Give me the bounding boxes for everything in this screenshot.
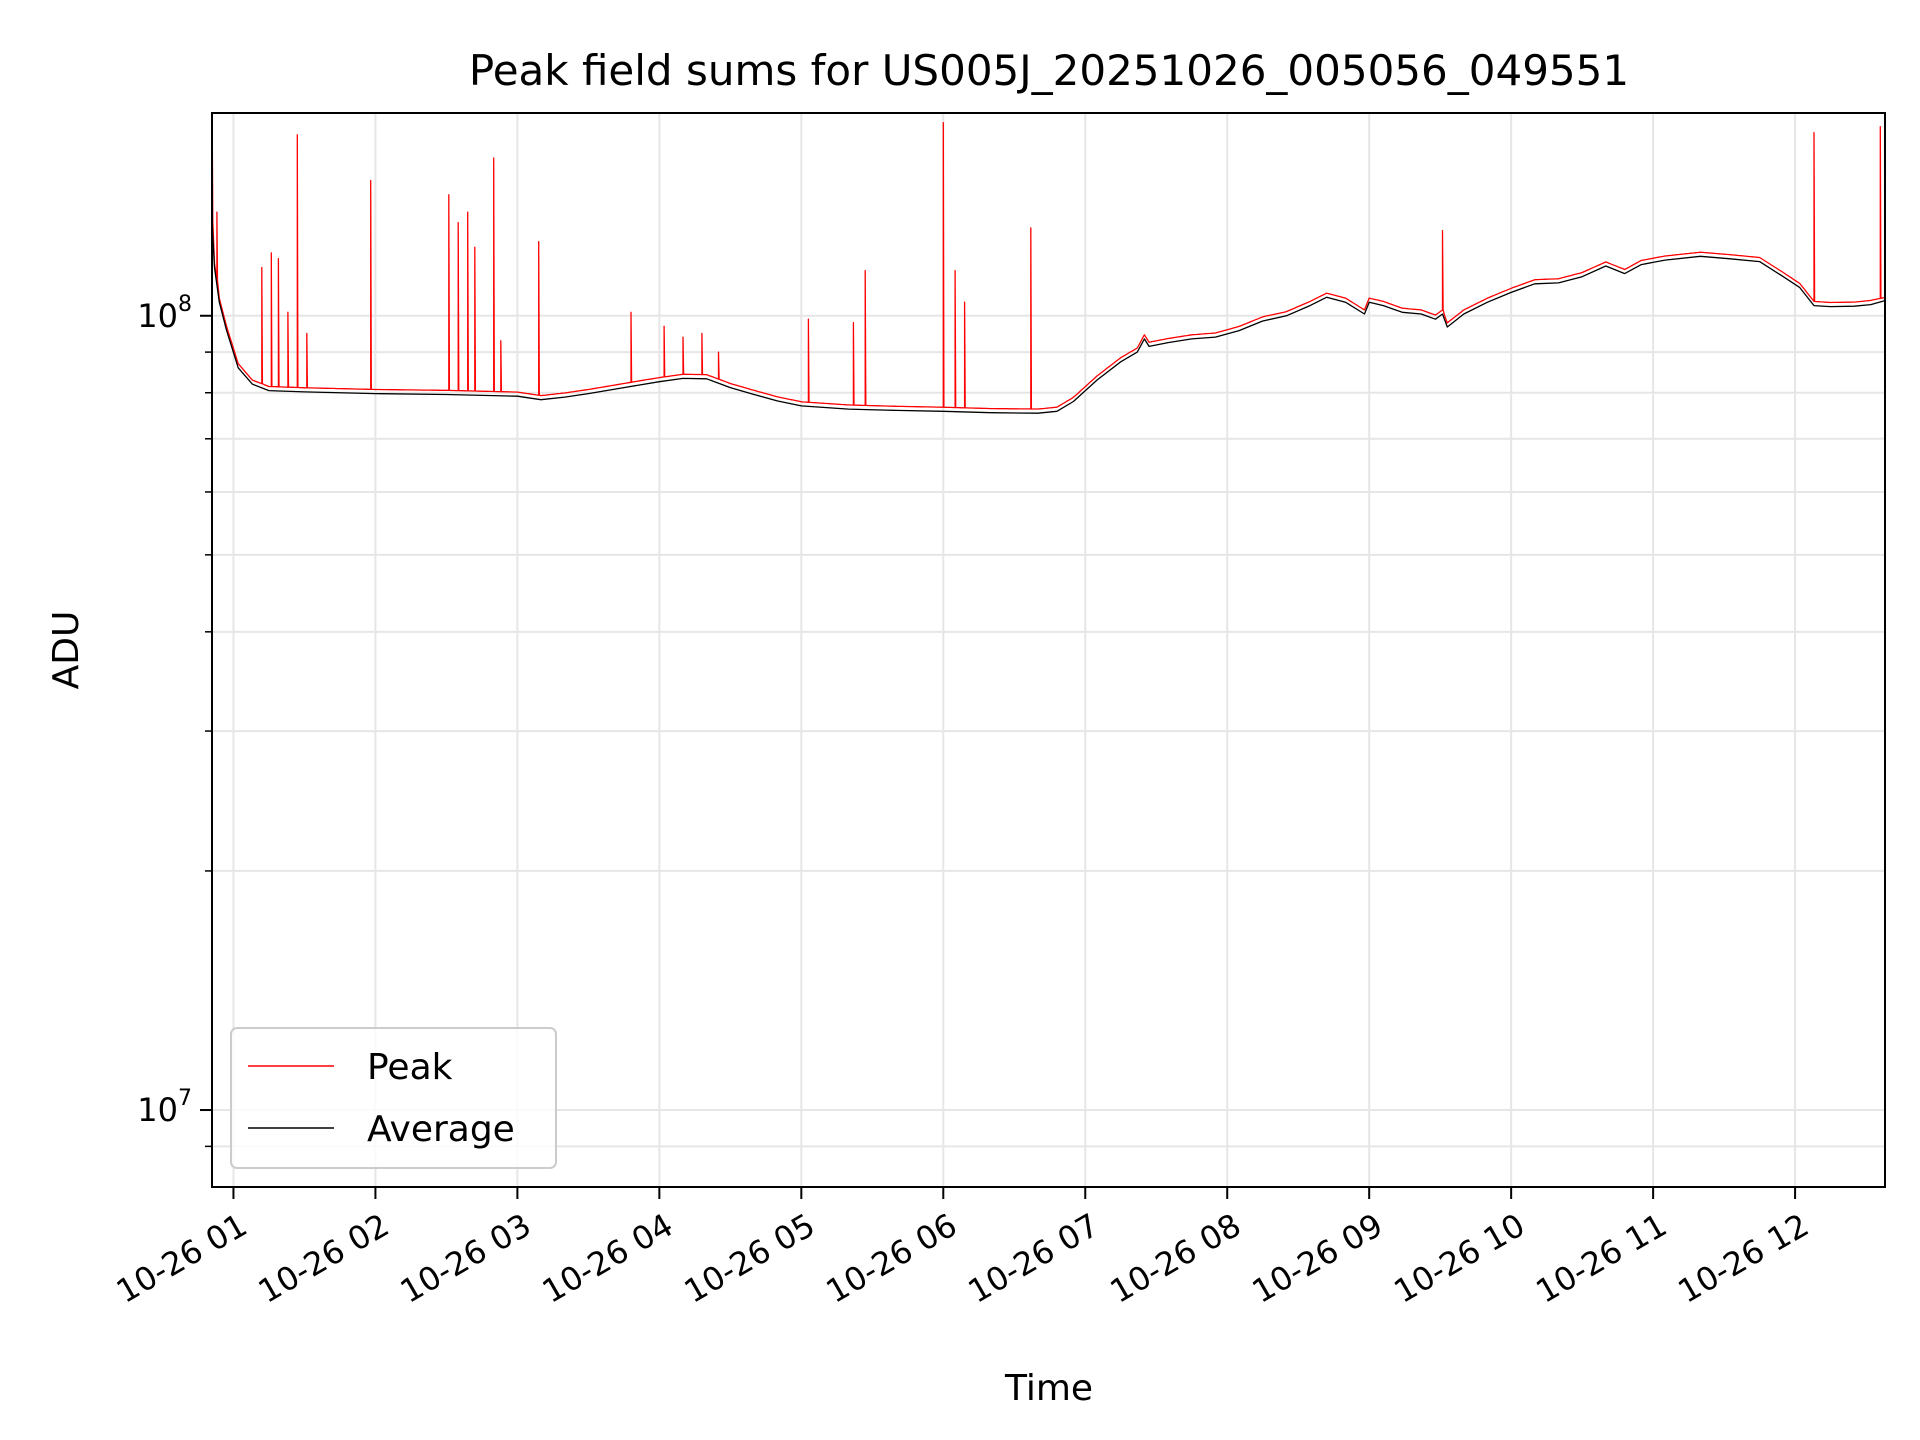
y-axis-title: ADU — [46, 611, 87, 690]
legend: Peak Average — [230, 1027, 557, 1169]
legend-box — [230, 1027, 557, 1169]
legend-label-average: Average — [367, 1109, 515, 1150]
chart-title: Peak field sums for US005J_20251026_0050… — [469, 46, 1629, 95]
y-tick-label: 108 — [137, 292, 192, 335]
series-line-peak — [212, 122, 1885, 410]
plot-frame — [211, 112, 1886, 1188]
legend-label-peak: Peak — [367, 1047, 453, 1088]
series-line-average — [212, 180, 1885, 414]
y-tick-label: 107 — [137, 1086, 192, 1129]
plot-series — [212, 122, 1885, 414]
grid — [212, 113, 1885, 1187]
x-axis-title: Time — [1004, 1368, 1093, 1409]
y-axis: 107 108 — [137, 292, 212, 1148]
plot-area — [212, 122, 1885, 414]
